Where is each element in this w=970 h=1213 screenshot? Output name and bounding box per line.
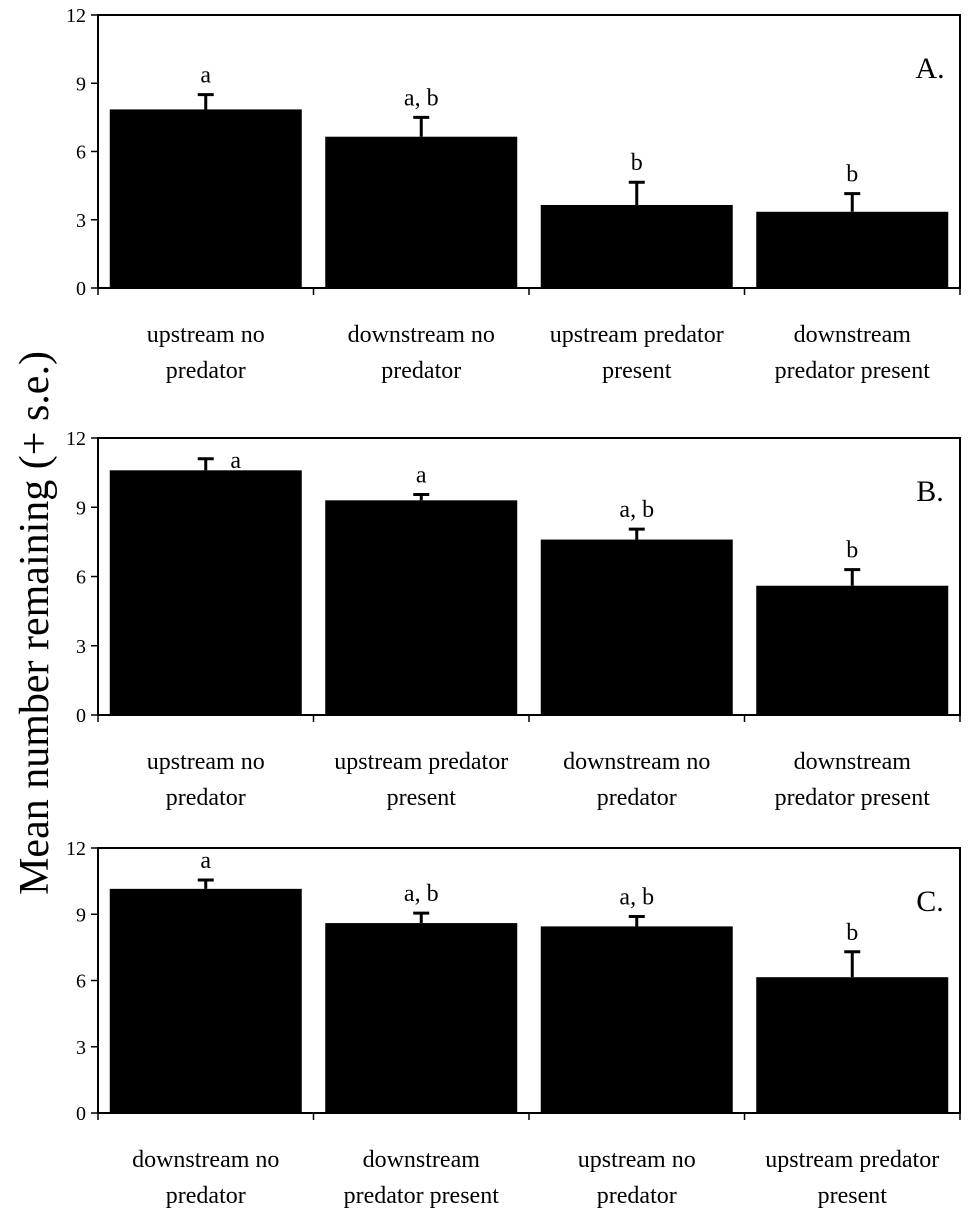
y-tick-label: 3: [76, 1037, 86, 1059]
panel-c: 0 3 6 9 12 a downstream no predator a, b downstre…: [66, 838, 961, 1209]
significance-label: a: [200, 848, 211, 874]
y-tick-label: 6: [76, 971, 86, 993]
bar: [756, 585, 949, 715]
category-label: downstream: [794, 322, 912, 348]
significance-label: b: [631, 150, 643, 176]
panel-a: 0 3 6 9 12 a upstream no predator a, b downstream…: [66, 5, 961, 384]
category-label: predator: [166, 358, 246, 384]
significance-label: b: [846, 538, 858, 564]
y-tick-label: 6: [76, 142, 86, 164]
category-label: predator: [166, 785, 246, 811]
category-label: predator: [597, 1183, 677, 1209]
significance-label: a, b: [619, 884, 654, 910]
bar: [109, 109, 302, 288]
category-label: upstream no: [147, 749, 265, 775]
significance-label: a, b: [404, 85, 439, 111]
category-label: upstream no: [578, 1147, 696, 1173]
bar: [325, 923, 518, 1113]
category-label: upstream predator: [334, 749, 508, 775]
category-label: upstream no: [147, 322, 265, 348]
y-tick-label: 0: [76, 1103, 86, 1125]
y-tick-label: 6: [76, 567, 86, 589]
significance-label: b: [846, 162, 858, 188]
y-tick-label: 12: [66, 428, 86, 450]
y-tick-label: 12: [66, 838, 86, 860]
category-label: predator: [381, 358, 461, 384]
category-label: upstream predator: [765, 1147, 939, 1173]
category-label: present: [602, 358, 672, 384]
bar: [325, 136, 518, 288]
y-tick-label: 9: [76, 73, 86, 95]
bar: [756, 211, 949, 288]
y-tick-label: 0: [76, 705, 86, 727]
bar: [325, 500, 518, 715]
category-label: present: [387, 785, 457, 811]
category-label: downstream: [794, 749, 912, 775]
bar: [756, 977, 949, 1113]
panel-label: A.: [915, 52, 944, 85]
panel-label: B.: [916, 475, 944, 508]
category-label: downstream no: [563, 749, 710, 775]
category-label: predator: [597, 785, 677, 811]
y-tick-label: 0: [76, 278, 86, 300]
y-tick-label: 3: [76, 636, 86, 658]
category-label: predator present: [775, 358, 931, 384]
y-tick-label: 12: [66, 5, 86, 27]
y-tick-label: 9: [76, 904, 86, 926]
bar: [540, 926, 733, 1113]
y-axis-title: Mean number remaining (+ s.e.): [12, 351, 58, 895]
y-tick-label: 3: [76, 210, 86, 232]
category-label: present: [818, 1183, 888, 1209]
category-label: downstream no: [132, 1147, 279, 1173]
panel-b: 0 3 6 9 12 a upstream no predator a upstream pred…: [66, 428, 961, 811]
category-label: predator: [166, 1183, 246, 1209]
category-label: downstream: [363, 1147, 481, 1173]
category-label: upstream predator: [550, 322, 724, 348]
bar: [109, 470, 302, 715]
category-label: downstream no: [348, 322, 495, 348]
bar: [109, 888, 302, 1113]
y-tick-label: 9: [76, 497, 86, 519]
significance-label: a: [416, 463, 427, 489]
bar: [540, 539, 733, 715]
significance-label: a, b: [619, 497, 654, 523]
significance-label: a: [230, 448, 241, 474]
significance-label: a, b: [404, 881, 439, 907]
category-label: predator present: [775, 785, 931, 811]
significance-label: a: [200, 63, 211, 89]
bar: [540, 204, 733, 288]
category-label: predator present: [344, 1183, 500, 1209]
significance-label: b: [846, 920, 858, 946]
panel-label: C.: [916, 885, 944, 918]
